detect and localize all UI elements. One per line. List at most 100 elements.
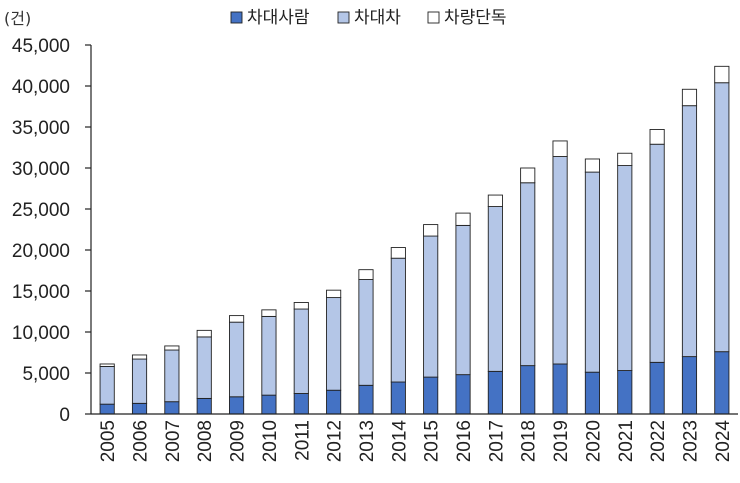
legend: 차대사람 차대차 차량단독	[230, 8, 507, 28]
bar-segment-2008-series-2	[196, 336, 212, 399]
bar-segment-2005-series-3	[99, 363, 115, 367]
x-tick-label: 2007	[163, 420, 184, 462]
bar-segment-2010-series-2	[261, 315, 277, 396]
bar-segment-2024-series-1	[714, 351, 730, 415]
bar-segment-2007-series-1	[164, 401, 180, 415]
bar-segment-2011-series-3	[293, 302, 309, 310]
bar-segment-2007-series-2	[164, 349, 180, 403]
x-tick-label: 2018	[519, 420, 540, 462]
x-tick-label: 2012	[325, 420, 346, 462]
bar-segment-2017-series-2	[487, 206, 503, 372]
y-tick-label: 45,000	[12, 36, 70, 57]
y-tick-label: 20,000	[12, 241, 70, 262]
bar-segment-2011-series-1	[293, 393, 309, 415]
bar-segment-2013-series-3	[358, 269, 374, 280]
x-tick-label: 2006	[131, 420, 152, 462]
bar-segment-2010-series-1	[261, 394, 277, 415]
legend-label-series-3: 차량단독	[444, 8, 507, 28]
x-tick-label: 2023	[680, 420, 701, 462]
bar-segment-2008-series-3	[196, 329, 212, 338]
y-tick-label: 5,000	[22, 364, 70, 385]
bar-segment-2017-series-3	[487, 194, 503, 207]
bar-segment-2019-series-2	[552, 156, 568, 365]
bar-segment-2015-series-1	[423, 376, 439, 415]
bar-segment-2024-series-3	[714, 65, 730, 84]
bar-segment-2008-series-1	[196, 397, 212, 415]
y-tick-label: 0	[59, 405, 70, 426]
bar-segment-2021-series-3	[617, 152, 633, 166]
bar-segment-2013-series-2	[358, 279, 374, 386]
bar-segment-2006-series-2	[131, 358, 148, 404]
bar-segment-2018-series-1	[520, 365, 536, 415]
x-tick-label: 2019	[551, 420, 572, 462]
x-tick-label: 2022	[648, 420, 669, 462]
legend-swatch-series-2	[337, 11, 350, 24]
x-tick-label: 2020	[583, 420, 604, 462]
bar-segment-2017-series-1	[487, 370, 503, 415]
bar-segment-2010-series-3	[261, 309, 277, 317]
bar-segment-2009-series-1	[229, 396, 245, 415]
legend-label-series-1: 차대사람	[247, 8, 310, 28]
bars	[99, 65, 730, 415]
bar-segment-2018-series-3	[520, 167, 536, 184]
bar-segment-2016-series-1	[455, 374, 471, 415]
bar-segment-2021-series-1	[617, 370, 633, 415]
bar-segment-2015-series-3	[423, 224, 439, 237]
bar-segment-2019-series-3	[552, 140, 568, 157]
x-tick-label: 2005	[98, 420, 119, 462]
x-tick-label: 2021	[616, 420, 637, 462]
legend-swatch-series-3	[427, 11, 440, 24]
bar-segment-2005-series-1	[99, 403, 115, 415]
bar-segment-2009-series-2	[229, 321, 245, 398]
bar-segment-2020-series-3	[584, 158, 600, 173]
y-tick-label: 10,000	[12, 323, 70, 344]
bar-segment-2012-series-2	[326, 297, 342, 391]
x-tick-label: 2011	[292, 420, 313, 461]
y-tick-label: 25,000	[12, 200, 70, 221]
legend-label-series-2: 차대차	[354, 8, 401, 28]
y-tick-label: 15,000	[12, 282, 70, 303]
bar-segment-2014-series-1	[390, 381, 406, 415]
bar-segment-2013-series-1	[358, 384, 374, 415]
bar-segment-2023-series-2	[681, 105, 698, 358]
bar-segment-2019-series-1	[552, 363, 568, 415]
bar-segment-2018-series-2	[520, 182, 536, 367]
bar-segment-2006-series-3	[131, 354, 148, 360]
bar-segment-2007-series-3	[164, 345, 180, 351]
bar-segment-2011-series-2	[293, 308, 309, 394]
x-tick-label: 2014	[389, 420, 410, 463]
bar-segment-2014-series-2	[390, 257, 406, 383]
bar-segment-2005-series-2	[99, 365, 115, 405]
bar-segment-2012-series-1	[326, 389, 342, 415]
bar-segment-2020-series-1	[584, 371, 600, 415]
y-axis: 0 5,000 10,000 15,000 20,000 25,000 30,000 35,0…	[12, 36, 92, 426]
legend-swatch-series-1	[230, 11, 243, 24]
bar-segment-2016-series-2	[455, 224, 471, 376]
x-tick-label: 2016	[454, 420, 475, 462]
y-tick-label: 30,000	[12, 159, 70, 180]
x-tick-label: 2024	[713, 420, 734, 463]
bar-segment-2022-series-1	[649, 361, 665, 415]
x-tick-label: 2015	[422, 420, 443, 462]
y-tick-label: 35,000	[12, 118, 70, 139]
x-tick-label: 2013	[357, 420, 378, 462]
bar-segment-2022-series-3	[649, 129, 665, 145]
bar-segment-2021-series-2	[617, 165, 633, 371]
bar-segment-2023-series-3	[681, 88, 698, 107]
bar-segment-2016-series-3	[455, 212, 471, 226]
x-tick-label: 2010	[260, 420, 281, 462]
bar-segment-2023-series-1	[681, 356, 698, 415]
bar-segment-2012-series-3	[326, 289, 342, 299]
bar-segment-2014-series-3	[390, 247, 406, 259]
x-tick-label: 2008	[195, 420, 216, 462]
x-tick-label: 2017	[486, 420, 507, 462]
bar-segment-2009-series-3	[229, 315, 245, 323]
bar-segment-2015-series-2	[423, 235, 439, 378]
unit-label: (건)	[4, 9, 31, 28]
x-axis: 2005 2006 2007 2008 2009 2010 2011 2012 2013 2014…	[91, 413, 738, 463]
bar-segment-2020-series-2	[584, 171, 600, 373]
bar-segment-2024-series-2	[714, 82, 730, 353]
bar-segment-2022-series-2	[649, 143, 665, 363]
x-tick-label: 2009	[228, 420, 249, 462]
